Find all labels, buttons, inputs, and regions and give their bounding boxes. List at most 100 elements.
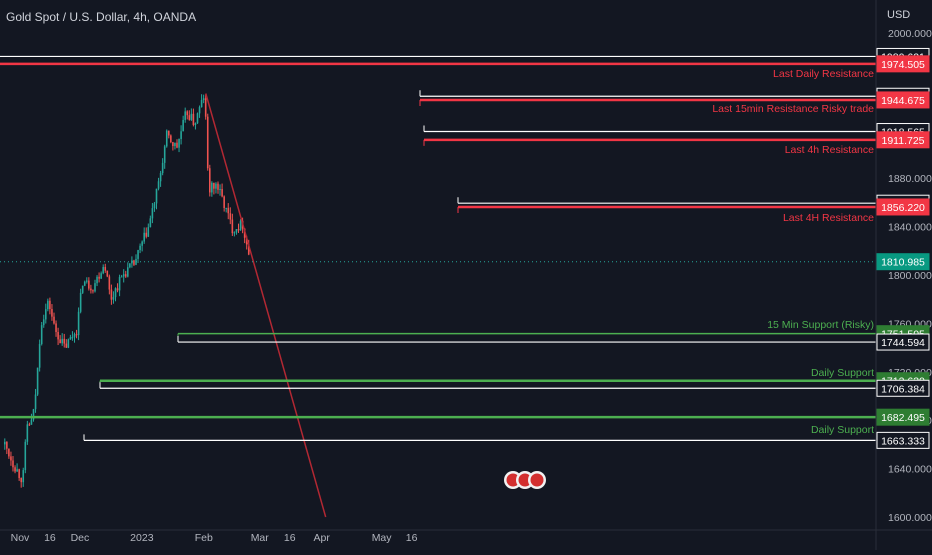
candle-body [112,297,115,300]
candle-body [165,130,168,147]
candle-body [114,288,117,298]
candle-body [202,98,205,100]
candle-body [57,332,59,340]
candle-body [118,277,121,291]
candle-body [42,319,45,326]
level-annotation: Daily Support [811,424,874,436]
level-annotation: Last 15min Resistance Risky trade [712,103,874,115]
candle-body [247,244,250,255]
candle-body [225,207,227,209]
candle-body [198,107,201,114]
candle-body [104,267,107,271]
level-annotation: Last 4H Resistance [783,212,874,224]
candle-body [18,469,20,478]
candle-body [65,343,68,348]
candle-body [215,183,217,189]
candle-body [126,267,129,277]
candle-body [129,263,131,268]
price-tag: 1944.675 [876,91,930,109]
candle-body [167,130,170,136]
price-tag-label: 1682.495 [881,412,925,424]
price-tag: 1706.384 [876,379,930,397]
y-tick-label: 1800.000 [888,270,932,282]
level-annotation: Daily Support [811,367,874,379]
candle-body [172,142,174,147]
candle-body [137,250,139,259]
candle-body [237,229,240,231]
tradingview-logo [504,471,546,489]
candle-body [8,448,10,457]
candle-body [143,232,145,242]
candle-body [12,460,14,468]
x-tick-label: 16 [406,532,418,544]
candle-body [16,469,18,472]
candle-body [170,135,172,143]
candle-body [102,267,104,274]
candle-body [36,367,39,395]
level-annotation: 15 Min Support (Risky) [767,319,874,331]
candle-body [100,273,102,279]
candle-body [227,207,230,214]
candle-body [182,119,184,132]
x-tick-label: Mar [251,532,270,544]
candle-body [53,316,55,324]
trendline[interactable] [205,93,327,518]
candle-body [153,203,156,209]
candle-body [90,288,92,291]
candle-body [98,276,100,279]
candle-body [174,142,176,147]
candle-body [196,113,199,124]
candle-body [245,237,248,245]
candle-body [85,280,88,282]
candle-body [38,344,41,368]
price-tag: 1810.985 [876,253,930,271]
candle-body [161,162,164,174]
price-tag-box [876,131,930,149]
candle-body [235,229,238,233]
y-tick-label: 1600.000 [888,512,932,524]
candle-body [10,456,12,461]
candle-body [83,281,86,286]
candle-body [176,142,178,148]
candle-body [14,467,16,472]
candle-body [51,308,53,317]
candle-body [133,260,135,265]
candle-body [49,300,51,309]
candle-body [69,337,72,340]
candle-body [155,188,158,204]
price-tag-label: 1663.333 [881,435,925,447]
candle-body [26,424,29,442]
candle-body [79,292,82,312]
candle-body [124,274,127,277]
candle-body [73,334,76,338]
candle-body [55,323,57,333]
level-annotation: Last 4h Resistance [785,144,874,156]
candle-body [3,441,6,445]
candle-body [141,241,143,246]
candle-body [180,131,182,139]
price-tag-label: 1974.505 [881,59,925,71]
candle-body [131,260,133,264]
candle-body [32,409,35,420]
candle-body [200,99,203,108]
candle-body [135,258,137,265]
candle-body [108,276,111,290]
x-tick-label: May [372,532,393,544]
price-tag: 1911.725 [876,131,930,149]
candle-body [34,394,37,410]
chart-title: Gold Spot / U.S. Dollar, 4h, OANDA [6,10,196,24]
candle-body [106,270,109,277]
candle-body [116,288,119,291]
y-tick-label: 1880.000 [888,173,932,185]
y-tick-label: 2000.000 [888,28,932,40]
candle-body [233,232,236,234]
price-tag-label: 1744.594 [881,337,925,349]
candle-body [204,98,207,117]
candle-body [40,325,43,345]
candle-body [184,111,186,120]
candle-body [30,419,33,425]
x-tick-label: 16 [44,532,56,544]
price-tag: 1974.505 [876,55,930,73]
